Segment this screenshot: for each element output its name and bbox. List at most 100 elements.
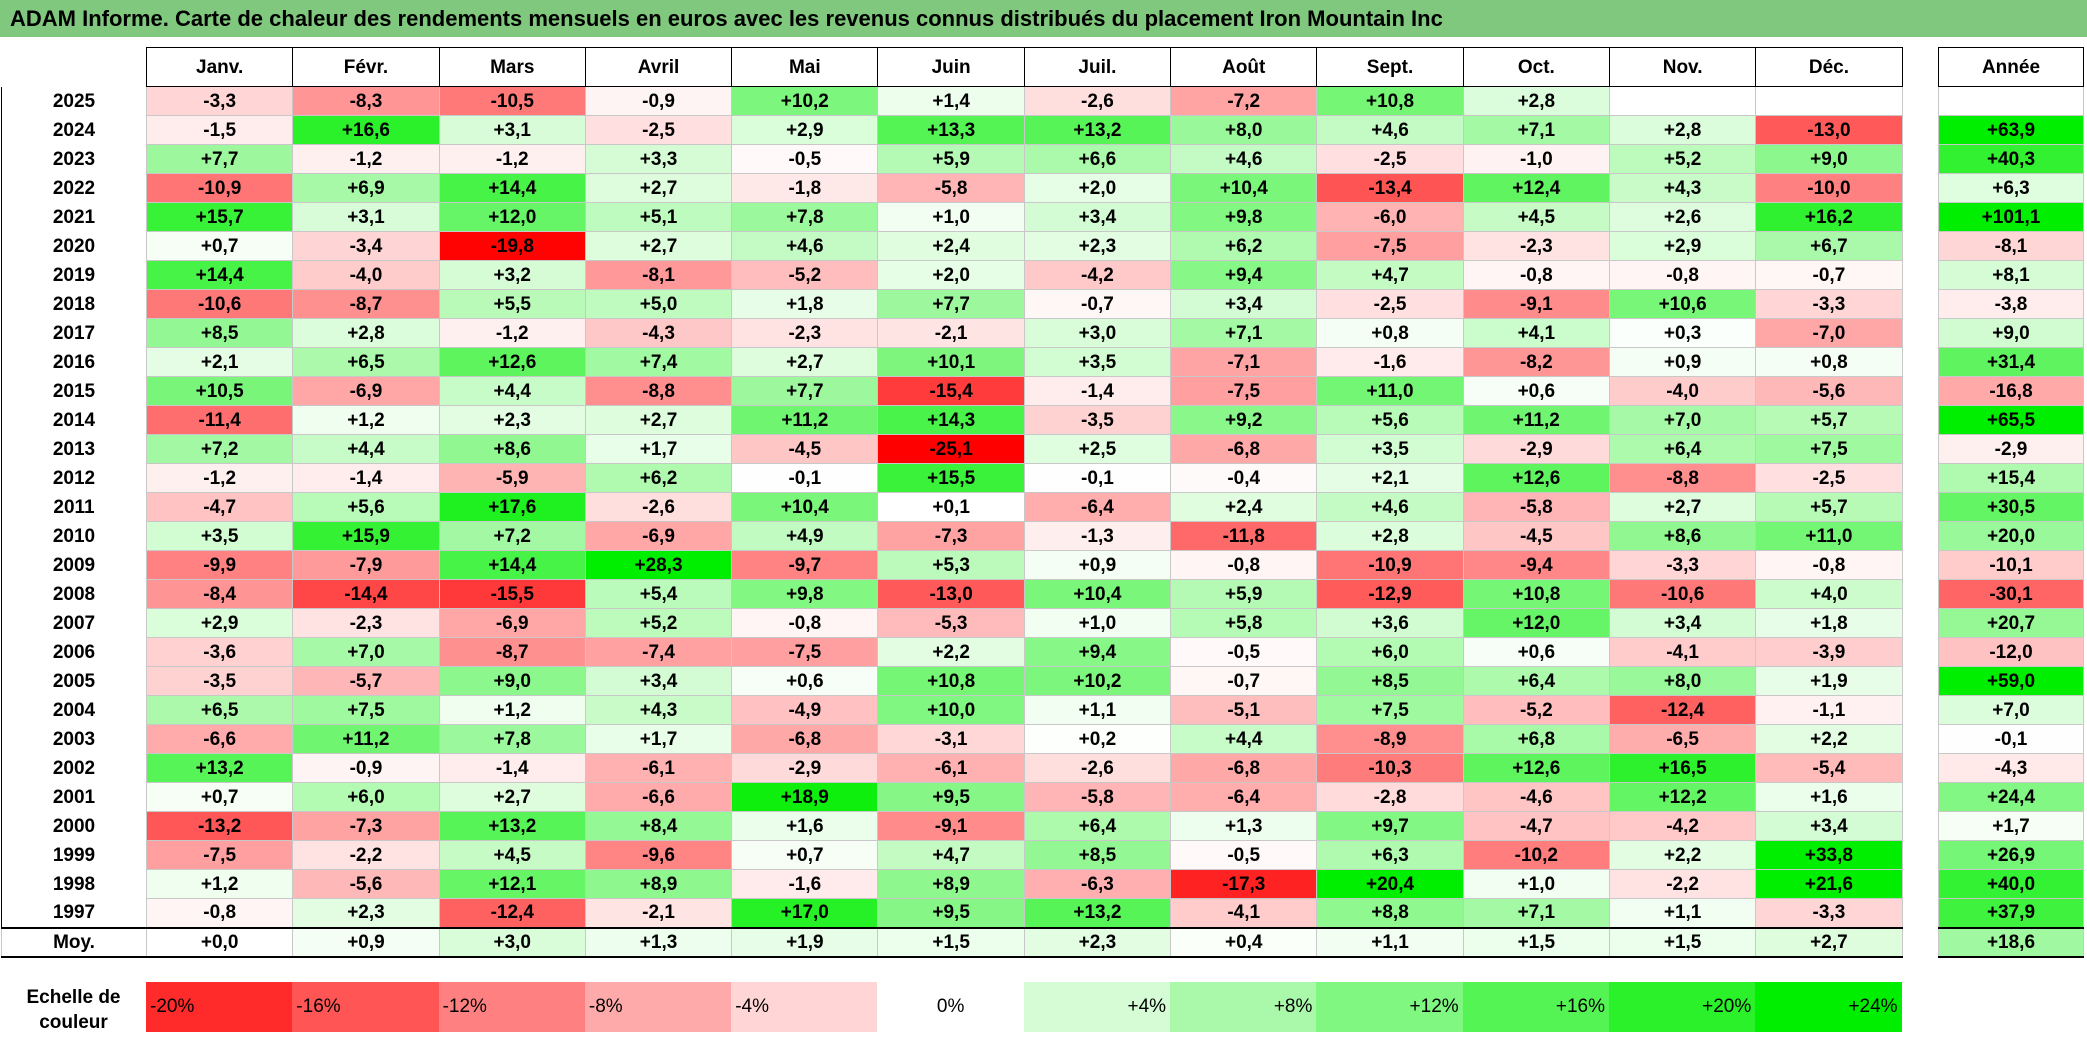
scale-stop: +12% [1316, 982, 1463, 1032]
heatmap-cell: -5,8 [1023, 782, 1172, 812]
heatmap-cell: +12,2 [1608, 782, 1757, 812]
heatmap-cell: -1,2 [438, 144, 586, 174]
heatmap-row: 1999 -7,5 -2,2 +4,5 -9,6 +0,7 +4,7 +8,5 -0,5 +6,3… [1, 840, 1903, 870]
annual-row: +26,9 [1938, 840, 2084, 870]
heatmap-cell: -9,1 [877, 811, 1025, 841]
annual-row: -3,8 [1938, 289, 2084, 319]
heatmap-cell: +1,8 [1755, 608, 1903, 638]
scale-stop: +24% [1755, 982, 1902, 1032]
heatmap-cell: +7,2 [438, 521, 586, 551]
heatmap-cell: +2,7 [584, 231, 733, 261]
heatmap-cell: +33,8 [1755, 840, 1903, 870]
heatmap-cell: +7,2 [145, 434, 294, 464]
heatmap-cell: +13,2 [145, 753, 294, 783]
heatmap-cell: -0,5 [1170, 637, 1318, 667]
heatmap-cell: -0,9 [292, 753, 440, 783]
heatmap-cell: -6,3 [1023, 869, 1172, 899]
year-label: 2007 [1, 608, 147, 638]
heatmap-cell: -6,8 [731, 724, 879, 754]
average-cell: +0,9 [292, 926, 440, 958]
heatmap-cell: +4,6 [1316, 492, 1464, 522]
heatmap-cell: -10,2 [1462, 840, 1610, 870]
annual-cell: +31,4 [1938, 347, 2084, 377]
heatmap-cell: -7,3 [877, 521, 1025, 551]
heatmap-cell: +7,8 [438, 724, 586, 754]
heatmap-cell: +1,7 [584, 724, 733, 754]
heatmap-cell: +7,7 [731, 376, 879, 406]
heatmap-cell: +5,0 [584, 289, 733, 319]
heatmap-cell: +0,7 [145, 782, 294, 812]
annual-row: +7,0 [1938, 695, 2084, 725]
heatmap-cell: +11,0 [1316, 376, 1464, 406]
heatmap-cell: +8,6 [1608, 521, 1757, 551]
heatmap-cell: +13,3 [877, 115, 1025, 145]
heatmap-cell: -15,5 [438, 579, 586, 609]
heatmap-cell: -1,4 [292, 463, 440, 493]
annual-cell [1938, 86, 2084, 116]
heatmap-cell: +8,8 [1316, 898, 1464, 928]
annual-cell: +1,7 [1938, 811, 2084, 841]
month-header: Juin [877, 47, 1025, 87]
heatmap-cell: -3,6 [145, 637, 294, 667]
heatmap-cell: +2,2 [877, 637, 1025, 667]
heatmap-cell: -10,9 [145, 173, 294, 203]
scale-stop: +8% [1170, 982, 1317, 1032]
annual-cell: +7,0 [1938, 695, 2084, 725]
heatmap-cell: -8,1 [584, 260, 733, 290]
heatmap-cell: +2,7 [731, 347, 879, 377]
heatmap-cell: +5,6 [292, 492, 440, 522]
heatmap-cell: -7,4 [584, 637, 733, 667]
heatmap-cell: +14,3 [877, 405, 1025, 435]
heatmap-cell: +4,4 [292, 434, 440, 464]
year-label: 2023 [1, 144, 147, 174]
heatmap-cell: +7,5 [292, 695, 440, 725]
heatmap-row: 2023 +7,7 -1,2 -1,2 +3,3 -0,5 +5,9 +6,6 +4,6 -2,5… [1, 144, 1903, 174]
heatmap-cell: -6,8 [1170, 434, 1318, 464]
heatmap-cell: -7,5 [145, 840, 294, 870]
heatmap-cell: +10,2 [1023, 666, 1172, 696]
heatmap-cell: -8,9 [1316, 724, 1464, 754]
heatmap-cell: +3,4 [1755, 811, 1903, 841]
heatmap-cell: +8,4 [584, 811, 733, 841]
heatmap-cell: -9,6 [584, 840, 733, 870]
annual-row: -0,1 [1938, 724, 2084, 754]
heatmap-cell: +3,1 [438, 115, 586, 145]
heatmap-row: 2021 +15,7 +3,1 +12,0 +5,1 +7,8 +1,0 +3,4 +9,8 -6… [1, 202, 1903, 232]
heatmap-cell: +12,4 [1462, 173, 1610, 203]
annual-row: +31,4 [1938, 347, 2084, 377]
year-label: 2009 [1, 550, 147, 580]
heatmap-cell: +4,6 [731, 231, 879, 261]
heatmap-cell: +1,1 [1023, 695, 1172, 725]
heatmap-cell: -5,2 [1462, 695, 1610, 725]
heatmap-cell: -8,7 [438, 637, 586, 667]
heatmap-cell: +0,7 [731, 840, 879, 870]
heatmap-cell: -5,2 [731, 260, 879, 290]
heatmap-cell: -12,9 [1316, 579, 1464, 609]
heatmap-cell: -4,6 [1462, 782, 1610, 812]
heatmap-cell: -0,4 [1170, 463, 1318, 493]
heatmap-cell: -2,6 [1023, 86, 1172, 116]
heatmap-cell: -2,1 [877, 318, 1025, 348]
heatmap-cell: +10,6 [1608, 289, 1757, 319]
heatmap-cell: -1,5 [145, 115, 294, 145]
heatmap-cell: +7,5 [1316, 695, 1464, 725]
heatmap-cell: +1,9 [1755, 666, 1903, 696]
heatmap-cell: -0,7 [1023, 289, 1172, 319]
heatmap-cell: -5,6 [292, 869, 440, 899]
heatmap-cell: +2,1 [1316, 463, 1464, 493]
average-annual-row: +18,6 [1938, 926, 2084, 958]
heatmap-cell: +16,6 [292, 115, 440, 145]
year-label: 2014 [1, 405, 147, 435]
heatmap-row: 2022 -10,9 +6,9 +14,4 +2,7 -1,8 -5,8 +2,0 +10,4-… [1, 173, 1903, 203]
annual-row: +65,5 [1938, 405, 2084, 435]
heatmap-row: 2015 +10,5 -6,9 +4,4 -8,8 +7,7 -15,4 -1,4 -7,5 +1… [1, 376, 1903, 406]
heatmap-cell: +7,1 [1462, 115, 1610, 145]
scale-stop: -12% [438, 982, 585, 1032]
heatmap-cell: -4,2 [1608, 811, 1757, 841]
heatmap-cell: +17,0 [731, 898, 879, 928]
average-cell: +1,5 [1608, 926, 1757, 958]
heatmap-cell: +2,7 [1608, 492, 1757, 522]
annual-cell: +15,4 [1938, 463, 2084, 493]
heatmap-cell: -2,5 [1755, 463, 1903, 493]
heatmap-cell: -0,8 [145, 898, 294, 928]
